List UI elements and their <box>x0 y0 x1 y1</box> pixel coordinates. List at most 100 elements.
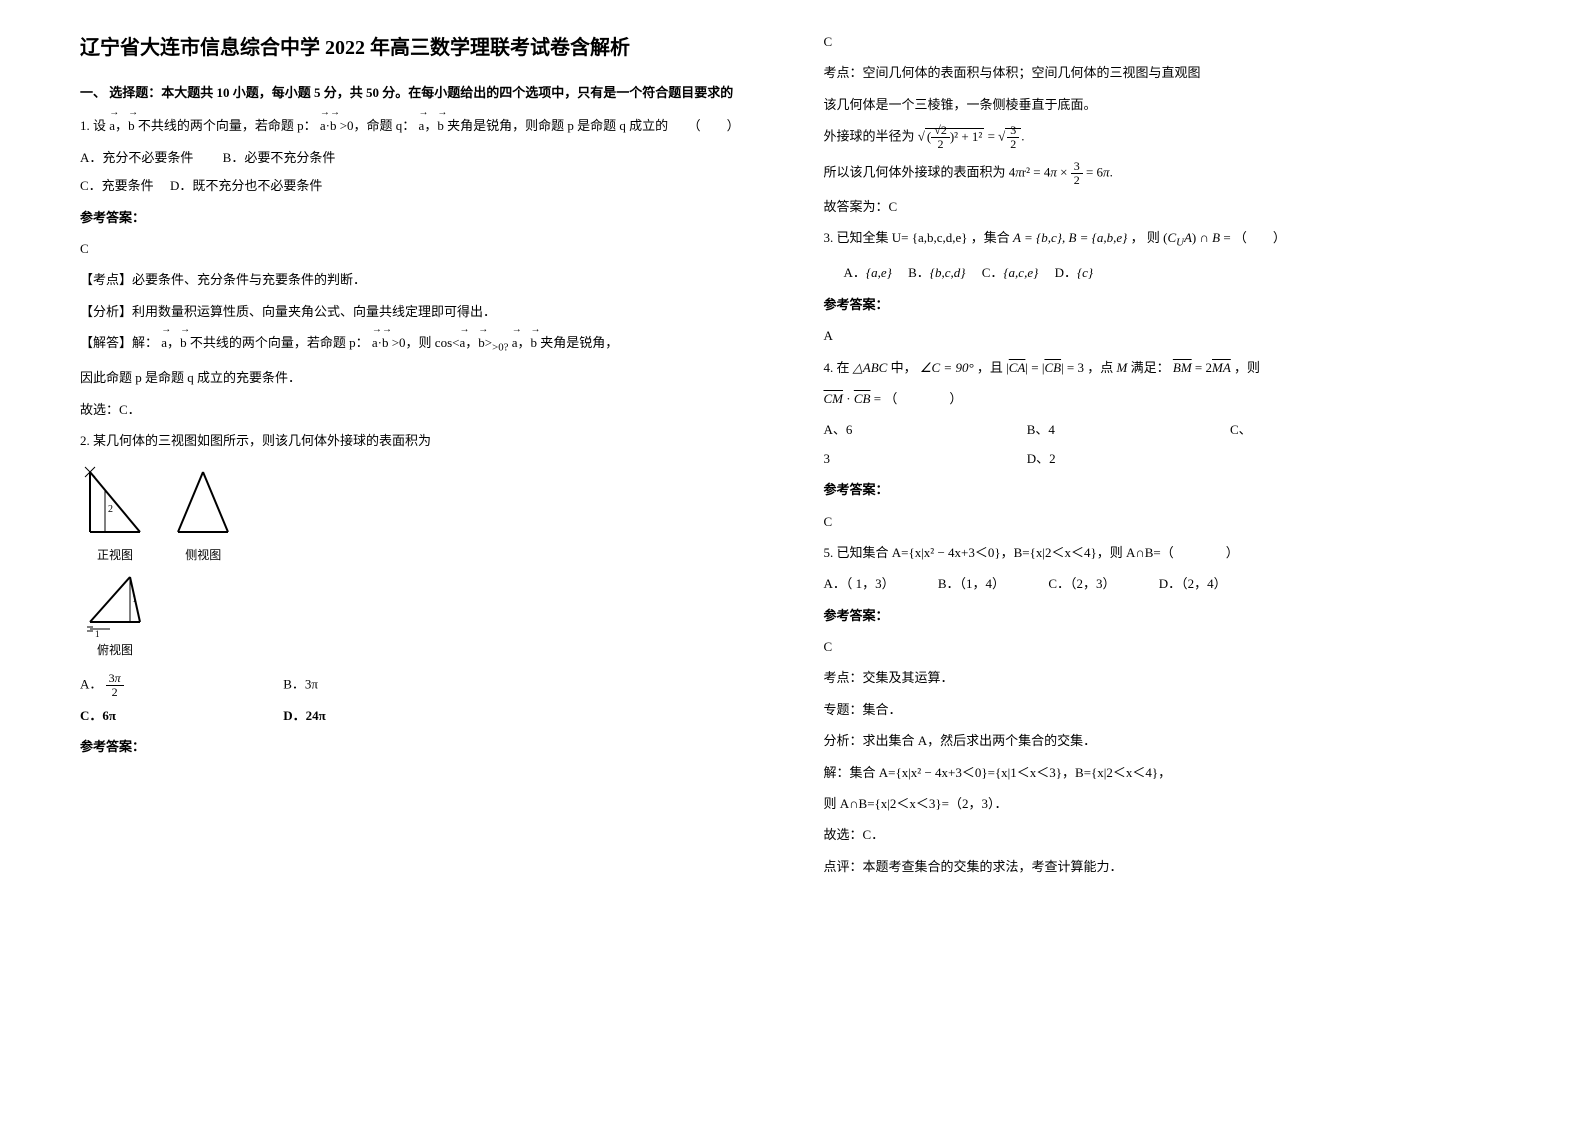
q4-m: M <box>1117 360 1128 375</box>
side-view-box: 侧视图 <box>168 462 238 567</box>
svg-text:2: 2 <box>108 504 113 515</box>
q5-exp1: 考点：交集及其运算． <box>824 666 1508 689</box>
q4C: 3 <box>824 451 831 466</box>
q1-exp4: 因此命题 p 是命题 q 成立的充要条件． <box>80 366 764 389</box>
q2-optA-label: A． <box>80 676 102 691</box>
left-column: 辽宁省大连市信息综合中学 2022 年高三数学理联考试卷含解析 一、 选择题：本… <box>50 30 794 1092</box>
q3-pre: 3. 已知全集 U= <box>824 230 909 245</box>
q2-radius-formula: 外接球的半径为 √(√22)² + 1² = √32. <box>824 124 1508 151</box>
q1-optA: A．充分不必要条件 <box>80 150 193 165</box>
q4-expr: CM · CB = （ ） <box>824 387 1508 410</box>
q2-optB-txt: B．3π <box>283 676 318 691</box>
q2-opts-row1: A． 3π2 B．3π <box>80 672 764 699</box>
q5-exp6: 故选：C． <box>824 823 1508 846</box>
doc-title: 辽宁省大连市信息综合中学 2022 年高三数学理联考试卷含解析 <box>80 30 764 66</box>
q5-exp2: 专题：集合． <box>824 698 1508 721</box>
svg-text:1: 1 <box>95 629 100 637</box>
q2-optC: C．6π <box>80 704 280 727</box>
q5-ans-label: 参考答案： <box>824 604 1508 627</box>
q2-surface-formula: 所以该几何体外接球的表面积为 4πr² = 4π × 32 = 6π. <box>824 160 1508 187</box>
vec-a7: a <box>512 331 518 354</box>
q4A-pre: A、 <box>824 422 846 437</box>
vec-a: a <box>109 114 115 137</box>
svg-text:1: 1 <box>132 594 137 605</box>
q1-exp2: 【分析】利用数量积运算性质、向量夹角公式、向量共线定理即可得出． <box>80 300 764 323</box>
q2-exp3: 外接球的半径为 <box>824 129 915 144</box>
q3C-pre: C． <box>982 265 1004 280</box>
q3-uset: {a,b,c,d,e} <box>912 230 968 245</box>
q3D-pre: D． <box>1055 265 1077 280</box>
q2-ans-label: 参考答案： <box>80 735 764 758</box>
q1-exp3-pre: 【解答】解： <box>80 335 158 350</box>
q4-ans: C <box>824 510 1508 533</box>
q4-mid4: 满足： <box>1131 360 1170 375</box>
q3-ans: A <box>824 324 1508 347</box>
q5D: D．（2，4） <box>1159 572 1227 595</box>
q1-exp3-mid: 不共线的两个向量，若命题 p： <box>190 335 369 350</box>
vec-b3: b <box>437 114 444 137</box>
cb-vec2: CB <box>854 391 871 406</box>
q3D: {c} <box>1077 265 1093 280</box>
q4D-pre: D、 <box>1027 451 1049 466</box>
front-view-svg: 2 <box>80 462 150 542</box>
q1-opts2: C．充要条件 D．既不充分也不必要条件 <box>80 174 764 197</box>
q1-optB: B．必要不充分条件 <box>223 150 336 165</box>
q2-optA: A． 3π2 <box>80 672 280 699</box>
top-view-box: 1 1 俯视图 <box>80 567 150 662</box>
sqrt-r: (√22)² + 1² <box>925 128 984 144</box>
q2-stem: 2. 某几何体的三视图如图所示，则该几何体外接球的表面积为 <box>80 429 764 452</box>
q3-end: ， 则 <box>1131 230 1160 245</box>
q1-pre: 1. 设 <box>80 118 106 133</box>
q3-mid: ，集合 <box>971 230 1010 245</box>
front-view-box: 2 正视图 <box>80 462 150 567</box>
q3A: {a,e} <box>866 265 892 280</box>
q1-optC: C．充要条件 <box>80 178 154 193</box>
q3B: {b,c,d} <box>930 265 966 280</box>
q1-exp5: 故选：C． <box>80 398 764 421</box>
q4-stem: 4. 在 △ABC 中， ∠C = 90° ，且 |CA| = |CB| = 3… <box>824 356 1508 379</box>
side-view-svg <box>168 462 238 542</box>
q4C-pre: C、 <box>1230 422 1252 437</box>
q4-mid2: ，且 <box>977 360 1003 375</box>
vec-b7: b <box>530 331 537 354</box>
q1-exp3-end: 夹角是锐角， <box>540 335 618 350</box>
q4A: 6 <box>846 422 853 437</box>
q4-opts-row1: A、6 B、4 C、 <box>824 418 1508 441</box>
vec-b5: b <box>382 331 389 354</box>
q4-mid3: ，点 <box>1087 360 1113 375</box>
q1-ans: C <box>80 237 764 260</box>
ma-vec: MA <box>1212 360 1231 375</box>
q5-stem: 5. 已知集合 A={x|x² − 4x+3＜0}，B={x|2＜x＜4}，则 … <box>824 541 1508 564</box>
q1-mid2: >0，命题 q： <box>340 118 416 133</box>
frac-s: 32 <box>1071 160 1083 187</box>
q5-exp4: 解：集合 A={x|x² − 4x+3＜0}={x|1＜x＜3}，B={x|2＜… <box>824 761 1508 784</box>
vec-a2: a <box>320 114 326 137</box>
q3-ans-label: 参考答案： <box>824 293 1508 316</box>
cb-vec: CB <box>1044 360 1061 375</box>
q5-opts: A．（ 1，3） B．（1，4） C．（2，3） D．（2，4） <box>824 572 1508 595</box>
ca-vec: CA <box>1009 360 1026 375</box>
q4-ans-label: 参考答案： <box>824 478 1508 501</box>
sqrt-32: 32 <box>1005 128 1021 144</box>
q1-stem: 1. 设 a，b 不共线的两个向量，若命题 p： a·b >0，命题 q： a，… <box>80 114 764 137</box>
q4-end: ，则 <box>1234 360 1260 375</box>
cm-vec: CM <box>824 391 844 406</box>
section-1-title: 一、 选择题：本大题共 10 小题，每小题 5 分，共 50 分。在每小题给出的… <box>80 81 764 104</box>
q2-optD: D．24π <box>283 708 326 723</box>
vec-a3: a <box>419 114 425 137</box>
q2-ans: C <box>824 30 1508 53</box>
q1-exp1: 【考点】必要条件、充分条件与充要条件的判断． <box>80 268 764 291</box>
vec-b6: b <box>478 331 485 354</box>
vec-a6: a <box>459 331 465 354</box>
q5-exp7: 点评：本题考查集合的交集的求法，考查计算能力． <box>824 855 1508 878</box>
side-view-label: 侧视图 <box>168 545 238 567</box>
q2-opts-row2: C．6π D．24π <box>80 704 764 727</box>
right-column: C 考点：空间几何体的表面积与体积；空间几何体的三视图与直观图 该几何体是一个三… <box>794 30 1538 1092</box>
q5B: B．（1，4） <box>938 572 1005 595</box>
q4-blank: （ ） <box>884 391 962 406</box>
q2-optD-txt: D．24π <box>283 708 326 723</box>
r-num: 3 <box>1007 124 1019 138</box>
bm-vec: BM <box>1173 360 1192 375</box>
q5C: C．（2，3） <box>1048 572 1115 595</box>
q2-exp4: 所以该几何体外接球的表面积为 <box>824 164 1006 179</box>
